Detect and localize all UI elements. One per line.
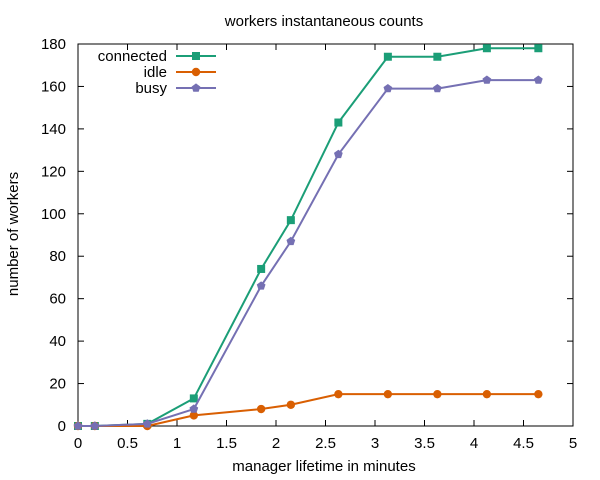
y-tick-label: 0 (58, 418, 66, 435)
y-tick-label: 40 (49, 333, 66, 350)
data-point-idle (433, 389, 442, 399)
data-point-connected (534, 44, 543, 53)
series-busy (73, 75, 543, 430)
data-point-busy (90, 421, 100, 430)
y-axis-label: number of workers (5, 172, 22, 296)
legend-marker-busy (191, 83, 201, 92)
data-point-busy (73, 421, 83, 430)
data-point-connected (383, 52, 392, 61)
y-tick-label: 100 (41, 206, 66, 223)
x-tick-label: 2.5 (315, 435, 336, 452)
chart-title: workers instantaneous counts (224, 13, 423, 30)
legend-marker-idle (191, 67, 201, 77)
data-point-idle (334, 389, 343, 399)
data-point-connected (433, 52, 442, 61)
y-tick-label: 120 (41, 163, 66, 180)
data-point-connected (286, 216, 295, 225)
data-point-idle (189, 411, 199, 420)
data-point-busy (482, 75, 492, 84)
axes (77, 43, 574, 427)
x-tick-label: 1.5 (216, 435, 237, 452)
x-tick-label: 2 (272, 435, 280, 452)
series-group (73, 44, 543, 431)
data-point-busy (433, 83, 442, 93)
y-tick-label: 160 (41, 78, 66, 95)
x-axis-label: manager lifetime in minutes (232, 458, 415, 475)
data-point-busy (533, 75, 543, 84)
x-tick-label: 0.5 (117, 435, 138, 452)
x-tick-label: 4 (470, 435, 478, 452)
data-point-busy (256, 281, 266, 290)
y-tick-label: 60 (49, 291, 66, 308)
tick-labels: 0 0.5 1 1.5 2 2.5 3 3.5 4 4.5 5 0 20 40 60 80 100 120 140 1… (41, 36, 577, 452)
legend-marker-connected (192, 52, 200, 60)
x-tick-label: 1 (173, 435, 181, 452)
data-point-connected (257, 264, 266, 273)
y-tick-label: 20 (49, 376, 66, 393)
data-point-idle (482, 389, 492, 399)
y-tick-label: 80 (49, 248, 66, 265)
data-point-idle (383, 389, 393, 399)
legend-label-connected: connected (98, 48, 167, 65)
data-point-connected (482, 44, 491, 53)
data-point-idle (534, 389, 543, 399)
data-point-busy (334, 149, 343, 159)
legend-label-idle: idle (144, 64, 167, 81)
x-tick-label: 0 (74, 435, 82, 452)
y-tick-label: 140 (41, 121, 66, 138)
x-tick-label: 3.5 (414, 435, 435, 452)
data-point-busy (383, 83, 393, 93)
data-point-idle (286, 400, 296, 409)
data-point-busy (189, 404, 199, 413)
x-tick-label: 4.5 (513, 435, 534, 452)
legend-label-busy: busy (135, 80, 167, 97)
y-tick-label: 180 (41, 36, 66, 53)
data-point-connected (189, 394, 198, 403)
data-point-busy (286, 236, 296, 246)
data-point-busy (142, 419, 152, 428)
x-tick-label: 3 (371, 435, 379, 452)
x-tick-label: 5 (569, 435, 577, 452)
data-point-connected (334, 118, 343, 127)
data-point-idle (256, 404, 266, 414)
